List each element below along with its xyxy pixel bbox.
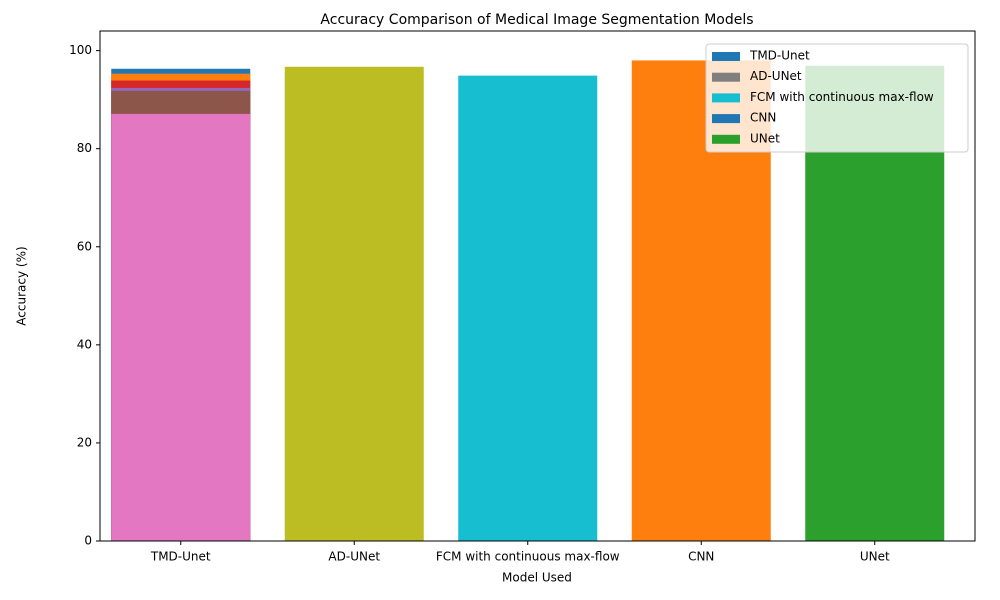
legend-swatch [712,114,740,124]
x-axis-label: Model Used [502,571,572,585]
legend: TMD-Unet AD-UNet FCM with continuous max-f… [705,43,969,153]
legend-label: TMD-Unet [749,49,810,63]
bar [111,113,251,541]
plot-frame [99,30,976,542]
bar [458,75,598,541]
legend-swatch [712,52,740,61]
y-tick-label: 20 [77,435,92,449]
y-tick-label: 80 [77,141,92,155]
y-tick-label: 0 [84,534,92,548]
x-tick-label: CNN [688,550,714,564]
bar [284,66,424,541]
legend-swatch [712,93,740,103]
x-tick-label: TMD-Unet [150,550,211,564]
y-tick-label: 60 [77,239,92,253]
legend-swatch [712,134,740,144]
x-tick-label: AD-UNet [328,550,380,564]
legend-label: AD-UNet [750,69,802,83]
y-tick-label: 40 [77,337,92,351]
x-tick-label: FCM with continuous max-flow [436,550,620,564]
legend-label: UNet [750,131,780,145]
legend-label: CNN [750,111,776,125]
x-tick-label: UNet [860,550,890,564]
y-axis-label: Accuracy (%) [15,246,29,325]
chart-title: Accuracy Comparison of Medical Image Seg… [320,12,753,28]
legend-box [705,43,969,153]
y-tick-label: 100 [69,43,92,57]
legend-swatch [712,72,740,82]
legend-label: FCM with continuous max-flow [750,90,934,104]
